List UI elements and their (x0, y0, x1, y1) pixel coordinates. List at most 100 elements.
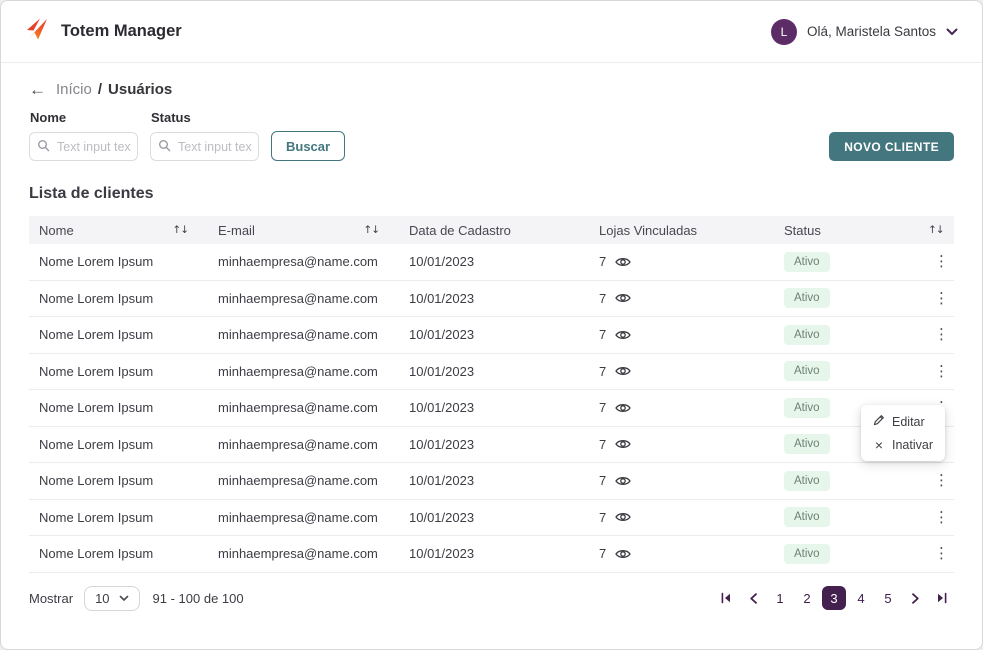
x-icon: × (873, 438, 885, 452)
kebab-menu-icon[interactable]: ⋮ (928, 473, 954, 488)
nome-filter-input[interactable] (29, 132, 138, 161)
page-button-1[interactable]: 1 (768, 586, 792, 610)
buscar-button[interactable]: Buscar (271, 131, 345, 161)
row-context-menu: Editar × Inativar (861, 405, 945, 461)
status-badge: Ativo (784, 544, 830, 564)
page-button-2[interactable]: 2 (795, 586, 819, 610)
cell-data-cadastro: 10/01/2023 (399, 400, 589, 415)
page-size-value: 10 (95, 591, 109, 606)
cell-data-cadastro: 10/01/2023 (399, 437, 589, 452)
filter-bar: Nome Status (29, 110, 954, 161)
eye-icon[interactable] (615, 365, 631, 377)
cell-actions: ⋮ (918, 327, 954, 342)
eye-icon[interactable] (615, 402, 631, 414)
page-button-3-active[interactable]: 3 (822, 586, 846, 610)
cell-email: minhaempresa@name.com (208, 546, 399, 561)
status-filter-label: Status (151, 110, 259, 125)
page-button-5[interactable]: 5 (876, 586, 900, 610)
sort-icon[interactable]: ↑↓ (363, 224, 379, 236)
cell-actions: ⋮ (918, 510, 954, 525)
page-size-select[interactable]: 10 (84, 586, 139, 611)
kebab-menu-icon[interactable]: ⋮ (928, 291, 954, 306)
column-header-nome[interactable]: Nome ↑↓ (29, 223, 208, 238)
eye-icon[interactable] (615, 475, 631, 487)
lojas-count: 7 (599, 254, 606, 269)
cell-data-cadastro: 10/01/2023 (399, 327, 589, 342)
kebab-menu-icon[interactable]: ⋮ (928, 327, 954, 342)
cell-lojas-vinculadas: 7 (589, 291, 774, 306)
status-badge: Ativo (784, 471, 830, 491)
prev-page-button[interactable] (741, 586, 765, 610)
cell-data-cadastro: 10/01/2023 (399, 364, 589, 379)
cell-status: Ativo (774, 361, 918, 381)
next-page-button[interactable] (903, 586, 927, 610)
table-footer: Mostrar 10 91 - 100 de 100 (29, 586, 954, 611)
main-content: ← Início / Usuários Nome (1, 81, 982, 611)
app-window: Totem Manager L Olá, Maristela Santos ← … (0, 0, 983, 650)
table-row: Nome Lorem Ipsum minhaempresa@name.com 1… (29, 244, 954, 281)
inactivate-label: Inativar (892, 438, 933, 452)
user-menu[interactable]: L Olá, Maristela Santos (771, 19, 958, 45)
last-page-button[interactable] (930, 586, 954, 610)
cell-nome: Nome Lorem Ipsum (29, 364, 208, 379)
kebab-menu-icon[interactable]: ⋮ (928, 546, 954, 561)
nome-filter-label: Nome (30, 110, 138, 125)
first-page-button[interactable] (714, 586, 738, 610)
eye-icon[interactable] (615, 438, 631, 450)
column-header-actions[interactable]: ↑↓ (918, 224, 972, 236)
lojas-count: 7 (599, 327, 606, 342)
cell-email: minhaempresa@name.com (208, 510, 399, 525)
breadcrumb-current: Usuários (108, 81, 172, 98)
kebab-menu-icon[interactable]: ⋮ (928, 510, 954, 525)
table-header-row: Nome ↑↓ E-mail ↑↓ Data de Cadastro Lojas… (29, 216, 954, 244)
kebab-menu-icon[interactable]: ⋮ (928, 364, 954, 379)
table-title: Lista de clientes (29, 185, 954, 203)
cell-email: minhaempresa@name.com (208, 364, 399, 379)
back-arrow-icon[interactable]: ← (29, 81, 46, 98)
cell-lojas-vinculadas: 7 (589, 400, 774, 415)
cell-status: Ativo (774, 288, 918, 308)
cell-email: minhaempresa@name.com (208, 327, 399, 342)
pagination: 1 2 3 4 5 (714, 586, 954, 610)
filter-field-nome: Nome (29, 110, 138, 161)
cell-lojas-vinculadas: 7 (589, 254, 774, 269)
top-bar: Totem Manager L Olá, Maristela Santos (1, 1, 982, 63)
cell-status: Ativo (774, 544, 918, 564)
eye-icon[interactable] (615, 292, 631, 304)
page-button-4[interactable]: 4 (849, 586, 873, 610)
context-menu-edit[interactable]: Editar (873, 414, 933, 429)
cell-nome: Nome Lorem Ipsum (29, 473, 208, 488)
table-row: Nome Lorem Ipsum minhaempresa@name.com 1… (29, 536, 954, 573)
cell-data-cadastro: 10/01/2023 (399, 546, 589, 561)
cell-nome: Nome Lorem Ipsum (29, 291, 208, 306)
lojas-count: 7 (599, 437, 606, 452)
prev-page-icon (749, 593, 758, 604)
eye-icon[interactable] (615, 256, 631, 268)
user-greeting: Olá, Maristela Santos (807, 24, 936, 39)
eye-icon[interactable] (615, 329, 631, 341)
cell-nome: Nome Lorem Ipsum (29, 510, 208, 525)
table-row: Nome Lorem Ipsum minhaempresa@name.com 1… (29, 281, 954, 318)
status-badge: Ativo (784, 361, 830, 381)
eye-icon[interactable] (615, 511, 631, 523)
cell-nome: Nome Lorem Ipsum (29, 327, 208, 342)
sort-icon[interactable]: ↑↓ (172, 224, 188, 236)
cell-actions: ⋮ (918, 364, 954, 379)
breadcrumb-parent[interactable]: Início (56, 81, 92, 98)
cell-status: Ativo (774, 507, 918, 527)
lojas-count: 7 (599, 473, 606, 488)
sort-icon[interactable]: ↑↓ (928, 224, 944, 236)
eye-icon[interactable] (615, 548, 631, 560)
show-label: Mostrar (29, 591, 73, 606)
cell-email: minhaempresa@name.com (208, 254, 399, 269)
cell-nome: Nome Lorem Ipsum (29, 254, 208, 269)
novo-cliente-button[interactable]: NOVO CLIENTE (829, 132, 954, 161)
chevron-down-icon[interactable] (946, 28, 958, 36)
column-header-email[interactable]: E-mail ↑↓ (208, 223, 399, 238)
kebab-menu-icon[interactable]: ⋮ (928, 254, 954, 269)
pagination-range: 91 - 100 de 100 (153, 591, 244, 606)
cell-lojas-vinculadas: 7 (589, 364, 774, 379)
avatar[interactable]: L (771, 19, 797, 45)
context-menu-inactivate[interactable]: × Inativar (873, 438, 933, 452)
status-filter-input[interactable] (150, 132, 259, 161)
